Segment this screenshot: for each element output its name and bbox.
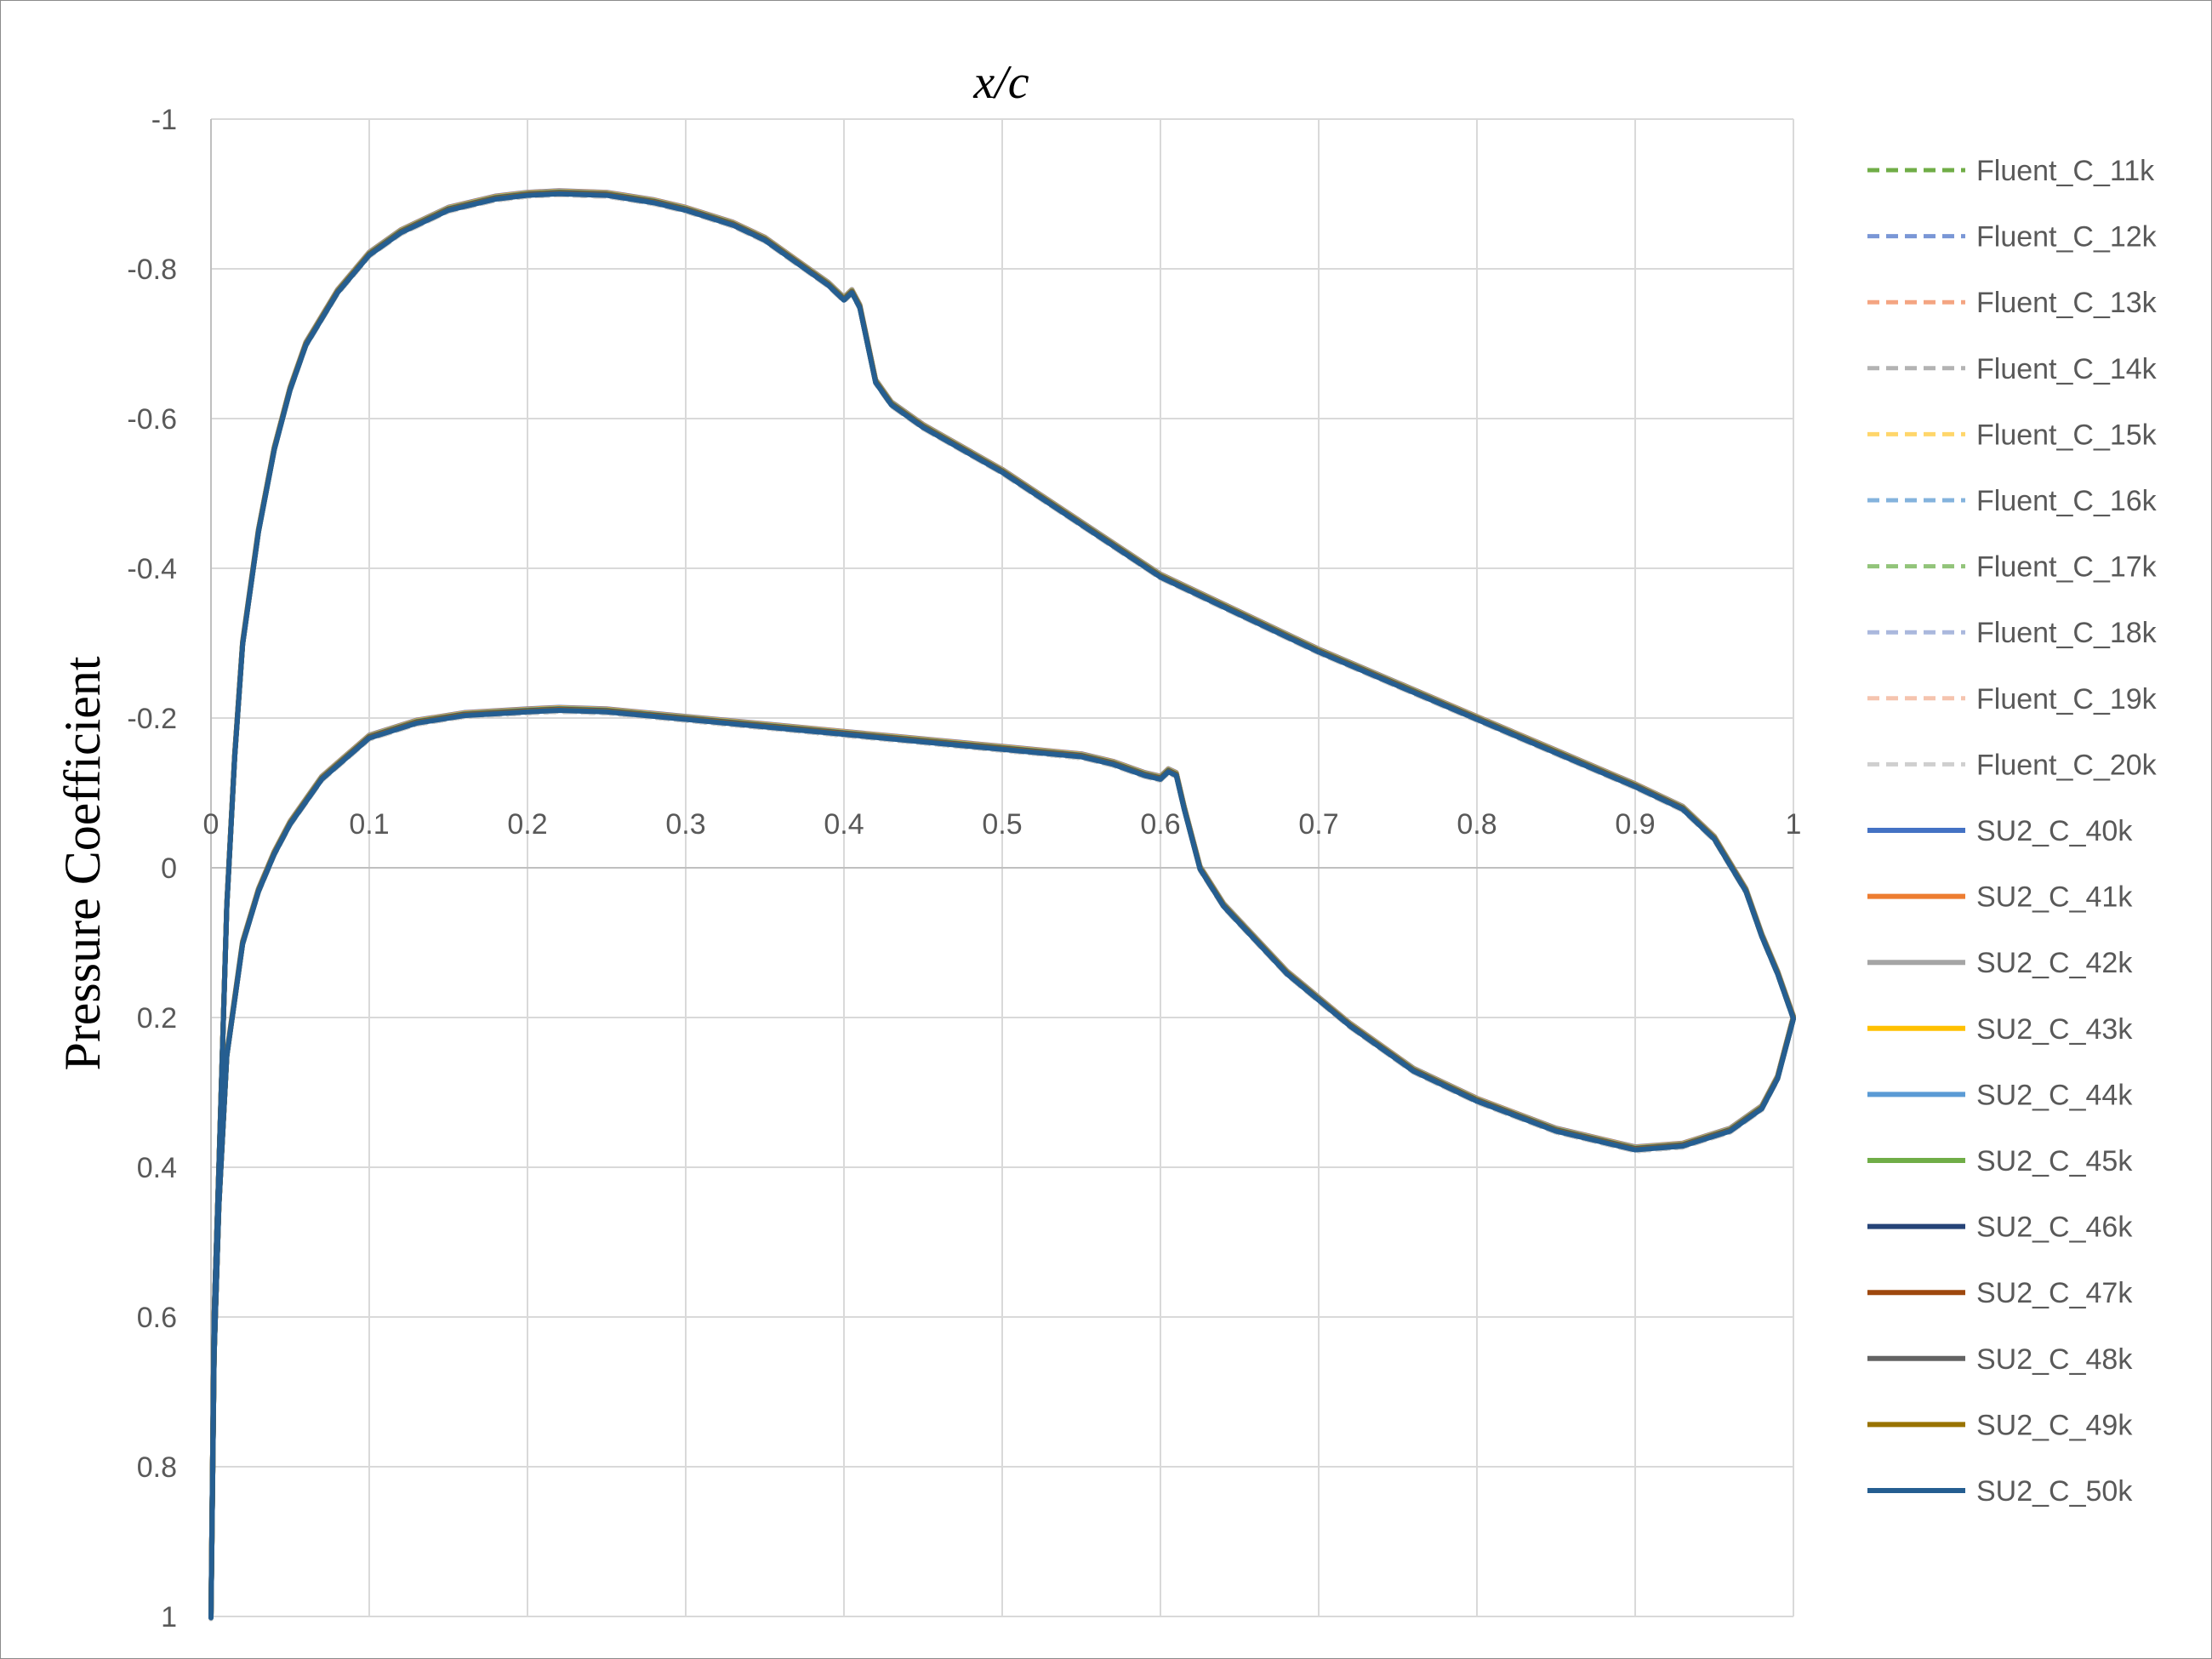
legend-entry: SU2_C_49k — [1867, 1409, 2133, 1441]
legend-label: SU2_C_48k — [1976, 1343, 2133, 1376]
legend-label: Fluent_C_14k — [1976, 353, 2158, 385]
legend-entry: Fluent_C_19k — [1867, 683, 2158, 715]
x-tick-label: 0.5 — [982, 808, 1022, 841]
x-tick-label: 0.1 — [349, 808, 389, 841]
legend-entry: SU2_C_41k — [1867, 881, 2133, 914]
y-tick-label: 0.6 — [137, 1302, 177, 1334]
legend-label: Fluent_C_12k — [1976, 221, 2158, 254]
y-tick-label: -0.6 — [127, 403, 177, 436]
legend-entry: SU2_C_46k — [1867, 1211, 2133, 1244]
legend-label: SU2_C_47k — [1976, 1277, 2133, 1309]
legend-entry: SU2_C_44k — [1867, 1079, 2133, 1111]
legend: Fluent_C_11k Fluent_C_12k Fluent_C_13k Flue… — [1867, 155, 2158, 1508]
legend-entry: Fluent_C_20k — [1867, 749, 2158, 781]
legend-entry: SU2_C_45k — [1867, 1145, 2133, 1177]
y-tick-label: -0.8 — [127, 254, 177, 286]
legend-entry: Fluent_C_17k — [1867, 551, 2158, 584]
x-tick-labels: 0 0.1 0.2 0.3 0.4 0.5 0.6 0.7 0.8 0.9 1 — [203, 808, 1802, 841]
series-lines — [208, 188, 1796, 1622]
legend-entry: SU2_C_47k — [1867, 1277, 2133, 1309]
y-tick-label: 0.2 — [137, 1002, 177, 1035]
legend-label: Fluent_C_11k — [1976, 155, 2155, 187]
x-tick-label: 0 — [203, 808, 219, 841]
legend-entry: SU2_C_43k — [1867, 1013, 2133, 1046]
x-tick-label: 0.9 — [1615, 808, 1655, 841]
x-tick-label: 0.7 — [1298, 808, 1338, 841]
y-axis-title: Pressure Coefficient — [54, 656, 111, 1070]
y-tick-label: -0.2 — [127, 703, 177, 735]
y-tick-label: 0 — [161, 852, 177, 885]
y-tick-label: 0.4 — [137, 1152, 177, 1184]
legend-label: SU2_C_43k — [1976, 1013, 2133, 1046]
legend-label: Fluent_C_17k — [1976, 551, 2158, 584]
legend-label: SU2_C_42k — [1976, 947, 2133, 979]
legend-entry: SU2_C_42k — [1867, 947, 2133, 979]
y-tick-label: -1 — [151, 104, 177, 136]
axes — [210, 119, 1793, 1616]
legend-label: Fluent_C_16k — [1976, 485, 2158, 517]
x-tick-label: 0.3 — [665, 808, 705, 841]
legend-entry: Fluent_C_13k — [1867, 287, 2158, 319]
legend-entry: Fluent_C_16k — [1867, 485, 2158, 517]
legend-label: Fluent_C_15k — [1976, 419, 2158, 451]
legend-label: SU2_C_50k — [1976, 1475, 2133, 1508]
legend-label: Fluent_C_19k — [1976, 683, 2158, 715]
y-tick-label: 0.8 — [137, 1451, 177, 1484]
legend-label: SU2_C_44k — [1976, 1079, 2133, 1111]
legend-entry: SU2_C_48k — [1867, 1343, 2133, 1376]
y-tick-label: 1 — [161, 1601, 177, 1633]
legend-entry: Fluent_C_11k — [1867, 155, 2155, 187]
legend-label: SU2_C_45k — [1976, 1145, 2133, 1177]
legend-label: Fluent_C_20k — [1976, 749, 2158, 781]
legend-entry: SU2_C_50k — [1867, 1475, 2133, 1508]
x-tick-label: 0.2 — [507, 808, 547, 841]
legend-label: SU2_C_46k — [1976, 1211, 2133, 1244]
legend-label: Fluent_C_18k — [1976, 617, 2158, 649]
legend-entry: Fluent_C_15k — [1867, 419, 2158, 451]
x-axis-title: x/c — [972, 56, 1029, 109]
legend-entry: Fluent_C_14k — [1867, 353, 2158, 385]
x-tick-label: 0.8 — [1457, 808, 1497, 841]
legend-entry: Fluent_C_18k — [1867, 617, 2158, 649]
legend-label: Fluent_C_13k — [1976, 287, 2158, 319]
legend-entry: SU2_C_40k — [1867, 815, 2133, 847]
y-tick-label: -0.4 — [127, 553, 177, 585]
x-tick-label: 0.6 — [1140, 808, 1180, 841]
legend-entry: Fluent_C_12k — [1867, 221, 2158, 254]
x-tick-label: 1 — [1786, 808, 1802, 841]
legend-label: SU2_C_49k — [1976, 1409, 2133, 1441]
series-line-su2-c-50k — [208, 191, 1796, 1621]
legend-label: SU2_C_40k — [1976, 815, 2133, 847]
y-tick-labels: -1 -0.8 -0.6 -0.4 -0.2 0 0.2 0.4 0.6 0.8 1 — [127, 104, 177, 1633]
x-tick-label: 0.4 — [824, 808, 864, 841]
legend-label: SU2_C_41k — [1976, 881, 2133, 914]
